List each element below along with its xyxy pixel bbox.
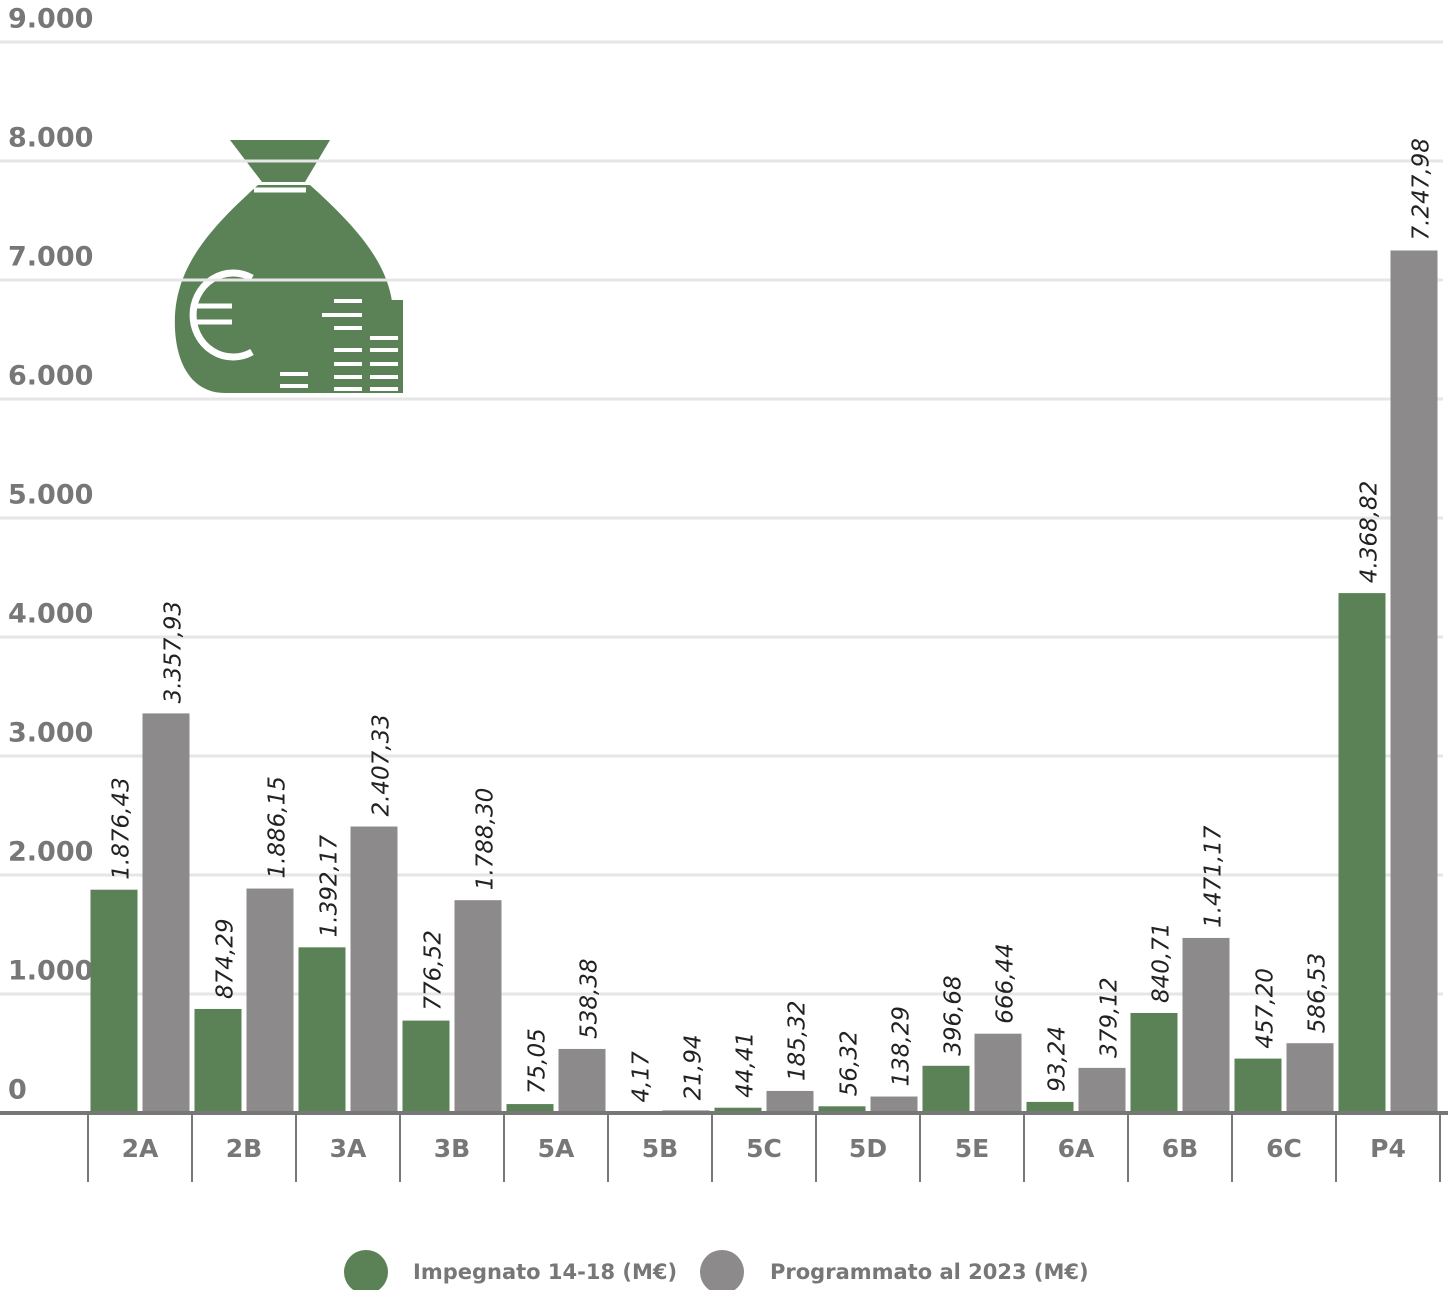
x-tick-label: 3A — [330, 1134, 367, 1163]
x-tick-label: 2A — [122, 1134, 159, 1163]
bar — [1286, 1043, 1334, 1113]
value-label: 1.886,15 — [265, 776, 291, 878]
value-label: 1.471,17 — [1201, 825, 1227, 928]
bar — [922, 1065, 970, 1113]
bar — [558, 1048, 606, 1113]
value-label: 840,71 — [1149, 922, 1175, 1002]
x-tick-label: 6B — [1162, 1134, 1198, 1163]
value-label: 586,53 — [1305, 953, 1331, 1033]
bar — [1026, 1101, 1074, 1113]
value-label: 1.392,17 — [317, 835, 343, 938]
bar — [1130, 1012, 1178, 1113]
y-tick-label: 0 — [8, 1075, 27, 1106]
value-label: 75,05 — [525, 1028, 551, 1094]
value-label: 56,32 — [837, 1030, 863, 1096]
bar — [246, 888, 294, 1113]
bar — [974, 1033, 1022, 1113]
bar — [142, 713, 190, 1113]
y-tick-label: 4.000 — [8, 599, 93, 630]
value-label: 138,29 — [889, 1006, 915, 1086]
bar — [1390, 250, 1438, 1114]
y-tick-label: 3.000 — [8, 718, 93, 749]
x-tick-label: 5D — [849, 1134, 887, 1163]
value-label: 21,94 — [681, 1035, 707, 1101]
x-tick-label: 5C — [746, 1134, 782, 1163]
money-bag-icon — [174, 140, 403, 393]
bar — [506, 1104, 554, 1113]
x-tick-label: 5E — [955, 1134, 989, 1163]
x-tick-label: 2B — [226, 1134, 262, 1163]
x-tick-label: 5A — [538, 1134, 575, 1163]
value-label: 7.247,98 — [1409, 138, 1435, 240]
bar — [454, 900, 502, 1113]
x-tick-label: 5B — [642, 1134, 678, 1163]
x-tick-label: 6A — [1058, 1134, 1095, 1163]
value-label: 1.876,43 — [109, 777, 135, 879]
bar — [1234, 1058, 1282, 1113]
value-label: 93,24 — [1045, 1026, 1071, 1092]
bar — [766, 1090, 814, 1113]
legend-label: Programmato al 2023 (M€) — [770, 1260, 1089, 1284]
bar — [90, 889, 138, 1113]
y-tick-label: 1.000 — [8, 956, 93, 987]
value-label: 457,20 — [1253, 968, 1279, 1048]
value-label: 4.368,82 — [1357, 481, 1383, 583]
value-label: 396,68 — [941, 975, 967, 1055]
value-label: 185,32 — [785, 1000, 811, 1080]
y-tick-label: 8.000 — [8, 123, 93, 154]
value-label: 4,17 — [629, 1051, 655, 1103]
legend-label: Impegnato 14-18 (M€) — [413, 1260, 677, 1284]
x-tick-label: 3B — [434, 1134, 470, 1163]
legend-marker — [700, 1250, 744, 1290]
value-label: 874,29 — [213, 918, 239, 998]
value-label: 666,44 — [993, 943, 1019, 1023]
bar — [714, 1107, 762, 1113]
x-tick-label: P4 — [1370, 1134, 1406, 1163]
bar — [870, 1096, 918, 1113]
value-label: 1.788,30 — [473, 788, 499, 890]
bar — [1078, 1067, 1126, 1113]
y-tick-label: 6.000 — [8, 361, 93, 392]
bar — [818, 1106, 866, 1113]
bar — [194, 1008, 242, 1113]
y-tick-label: 9.000 — [8, 4, 93, 35]
bar — [402, 1020, 450, 1113]
x-tick-label: 6C — [1266, 1134, 1302, 1163]
bar — [350, 826, 398, 1113]
value-label: 44,41 — [733, 1032, 759, 1098]
y-tick-label: 5.000 — [8, 480, 93, 511]
bar — [1182, 937, 1230, 1113]
value-label: 3.357,93 — [161, 601, 187, 703]
value-label: 538,38 — [577, 958, 603, 1038]
legend-marker — [344, 1250, 388, 1290]
bar — [298, 947, 346, 1113]
value-label: 776,52 — [421, 930, 447, 1010]
value-label: 379,12 — [1097, 977, 1123, 1057]
y-tick-label: 7.000 — [8, 242, 93, 273]
value-label: 2.407,33 — [369, 714, 395, 816]
bar — [1338, 593, 1386, 1113]
y-tick-label: 2.000 — [8, 837, 93, 868]
